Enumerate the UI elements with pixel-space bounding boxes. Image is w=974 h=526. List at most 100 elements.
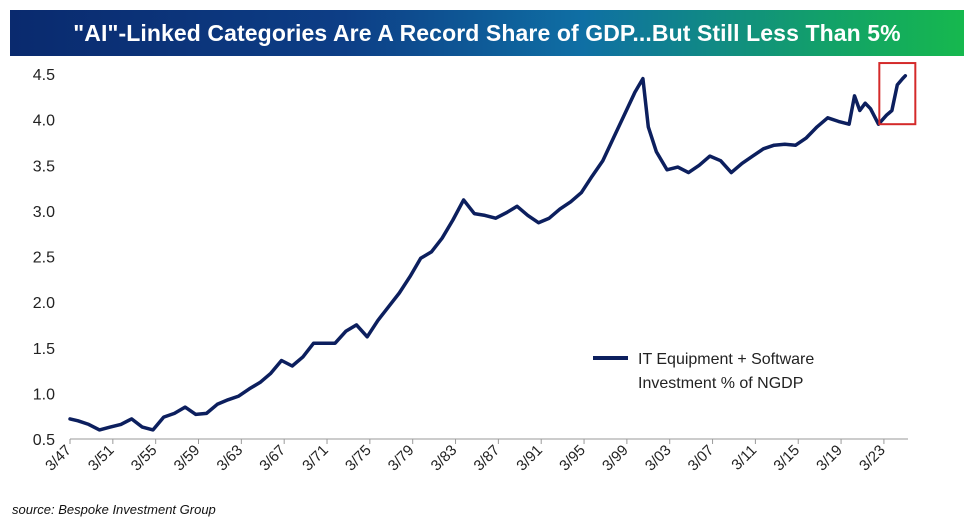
data-point xyxy=(237,394,240,398)
data-point xyxy=(548,217,551,220)
data-point xyxy=(815,125,819,129)
data-point xyxy=(248,387,251,390)
data-point xyxy=(205,412,208,415)
highlight-box xyxy=(878,62,917,126)
data-point xyxy=(387,305,390,308)
source-note: source: Bespoke Investment Group xyxy=(12,502,216,517)
data-point xyxy=(569,200,572,203)
data-point xyxy=(783,143,786,146)
data-point xyxy=(633,91,637,94)
data-point xyxy=(280,359,283,362)
y-tick-label: 1.5 xyxy=(33,341,55,358)
data-point xyxy=(665,168,669,171)
data-point xyxy=(151,428,155,432)
data-point xyxy=(896,83,899,87)
data-point xyxy=(590,175,594,178)
data-point xyxy=(676,165,679,169)
data-point xyxy=(269,372,272,375)
x-tick-label: 3/99 xyxy=(599,442,632,475)
data-point xyxy=(853,94,856,98)
data-point xyxy=(687,171,690,174)
data-point xyxy=(869,107,872,110)
data-point xyxy=(740,162,744,165)
y-tick-label: 4.0 xyxy=(33,113,55,130)
x-tick-label: 3/71 xyxy=(299,442,332,475)
data-point xyxy=(847,123,851,126)
data-point xyxy=(462,198,465,202)
data-point xyxy=(301,355,305,359)
data-point xyxy=(537,221,540,224)
data-point xyxy=(730,171,733,174)
x-tick-label: 3/07 xyxy=(685,442,718,475)
x-tick-label: 3/67 xyxy=(256,442,289,475)
data-point xyxy=(355,323,358,327)
data-point xyxy=(904,74,907,78)
data-point xyxy=(333,342,337,345)
x-tick-label: 3/19 xyxy=(813,442,846,475)
data-point xyxy=(515,205,519,208)
data-point xyxy=(719,159,722,162)
data-point xyxy=(130,417,133,421)
data-point xyxy=(109,425,112,429)
x-tick-label: 3/91 xyxy=(513,442,546,475)
data-point xyxy=(87,423,90,426)
data-point xyxy=(708,154,712,158)
data-point xyxy=(837,120,840,123)
data-point xyxy=(473,212,476,215)
data-point xyxy=(494,217,497,220)
chart-title-banner: "AI"-Linked Categories Are A Record Shar… xyxy=(10,10,964,56)
legend-label: Investment % of NGDP xyxy=(638,375,803,392)
data-point xyxy=(119,423,123,426)
data-point xyxy=(647,125,650,129)
x-tick-label: 3/11 xyxy=(728,442,760,474)
data-point xyxy=(408,275,412,278)
y-tick-label: 0.5 xyxy=(33,432,55,449)
data-point xyxy=(141,425,144,429)
x-tick-label: 3/51 xyxy=(85,442,118,475)
x-tick-label: 3/59 xyxy=(171,442,204,475)
data-point xyxy=(612,136,615,140)
y-tick-label: 3.0 xyxy=(33,204,55,221)
y-tick-label: 3.5 xyxy=(33,158,55,175)
data-point xyxy=(451,218,455,222)
data-point xyxy=(419,257,422,260)
data-point xyxy=(698,164,701,167)
x-tick-label: 3/87 xyxy=(471,442,504,475)
data-point xyxy=(601,159,604,162)
data-point xyxy=(558,207,562,211)
data-point xyxy=(526,214,529,217)
data-point xyxy=(858,109,861,112)
data-point xyxy=(258,381,262,384)
x-tick-label: 3/95 xyxy=(556,442,589,475)
x-tick-label: 3/15 xyxy=(770,442,803,475)
data-point xyxy=(323,342,326,345)
data-point xyxy=(762,147,765,150)
y-tick-label: 2.5 xyxy=(33,250,55,267)
data-point xyxy=(226,398,230,401)
data-point xyxy=(885,113,888,117)
x-tick-label: 3/75 xyxy=(342,442,375,475)
data-point xyxy=(216,403,219,406)
data-point xyxy=(580,191,583,194)
y-tick-label: 1.0 xyxy=(33,386,55,403)
x-tick-label: 3/55 xyxy=(128,442,161,475)
y-tick-label: 4.5 xyxy=(33,67,55,84)
data-point xyxy=(794,144,797,147)
data-point xyxy=(291,364,294,368)
data-point xyxy=(344,330,347,333)
data-point xyxy=(430,250,433,254)
x-tick-label: 3/23 xyxy=(856,442,889,475)
data-point xyxy=(68,417,72,421)
data-point xyxy=(826,116,829,120)
data-point xyxy=(483,214,487,217)
data-point xyxy=(366,335,369,338)
x-tick-label: 3/83 xyxy=(428,442,461,475)
data-point xyxy=(623,113,626,117)
data-point xyxy=(162,415,165,419)
data-point xyxy=(641,77,645,80)
data-point xyxy=(655,150,658,153)
data-point xyxy=(864,102,867,105)
data-point xyxy=(505,211,508,214)
legend-label: IT Equipment + Software xyxy=(638,351,814,368)
